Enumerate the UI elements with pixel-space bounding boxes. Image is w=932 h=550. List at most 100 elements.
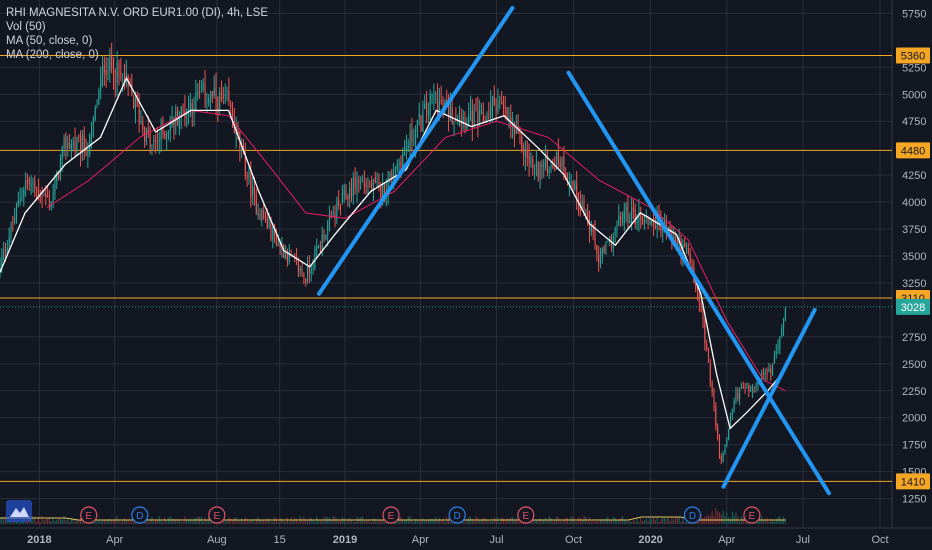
trendlines[interactable] — [317, 6, 831, 496]
candle-body — [255, 194, 257, 215]
candle-body — [550, 166, 552, 168]
volume-bar — [513, 520, 515, 524]
price-axis[interactable]: 1250150017502000225025002750325035003750… — [902, 8, 926, 505]
candle-body — [208, 98, 210, 103]
volume-bar — [61, 519, 63, 524]
volume-bar — [777, 517, 779, 524]
candle-body — [784, 309, 786, 321]
y-tick-label: 2500 — [902, 359, 926, 371]
volume-bar — [160, 520, 162, 524]
volume-bar — [125, 520, 127, 524]
candle-body — [777, 346, 779, 351]
candle-body — [215, 87, 217, 101]
candle-body — [6, 248, 8, 253]
candle-body — [188, 107, 190, 111]
candle-body — [393, 175, 395, 178]
volume-bar — [374, 518, 376, 524]
volume-bar — [175, 518, 177, 524]
volume-bar — [424, 520, 426, 524]
volume-bar — [585, 517, 587, 524]
volume-bar — [36, 521, 38, 524]
candle-body — [405, 147, 407, 149]
candle-body — [770, 368, 772, 374]
volume-legend[interactable]: Vol (50) — [6, 21, 46, 33]
candle-body — [213, 87, 215, 97]
candle-body — [435, 99, 437, 101]
volume-bar — [297, 521, 299, 524]
tradingview-logo[interactable] — [6, 500, 32, 522]
volume-bar — [581, 520, 583, 524]
volume-bar — [30, 519, 32, 524]
volume-bar — [347, 518, 349, 524]
candle-body — [636, 220, 638, 224]
volume-bar — [781, 520, 783, 524]
candle-body — [453, 121, 455, 126]
candles — [0, 42, 786, 465]
candle-body — [620, 216, 622, 221]
candle-body — [700, 303, 702, 311]
level-badge-label: 1410 — [901, 476, 925, 488]
candle-body — [339, 204, 342, 207]
candle-body — [129, 81, 131, 85]
volume-bar — [72, 518, 74, 524]
time-axis[interactable]: 2018 Apr Aug 15 2019 Apr Jul Oct 2020 Apr Jul Oct — [27, 534, 888, 546]
candle-body — [501, 102, 503, 104]
volume-bar — [70, 518, 72, 524]
candle-body — [175, 111, 177, 124]
candle-body — [436, 98, 439, 115]
volume-bar — [204, 517, 206, 524]
ma200-legend[interactable]: MA (200, close, 0) — [6, 49, 99, 61]
candle-body — [687, 248, 689, 253]
candle-body — [301, 269, 303, 275]
volume-bar — [517, 520, 519, 524]
volume-bar — [735, 512, 737, 524]
level-badge-label: 4480 — [901, 145, 925, 157]
candle-body — [63, 137, 65, 149]
ma50-legend[interactable]: MA (50, close, 0) — [6, 35, 93, 47]
volume-bar — [307, 520, 309, 524]
current-price-badge — [896, 298, 930, 315]
volume-bar — [590, 521, 592, 524]
volume-bar — [328, 517, 331, 524]
volume-bar — [263, 520, 265, 524]
volume-bar — [411, 520, 413, 524]
candle-body — [354, 178, 356, 189]
candle-body — [61, 146, 63, 160]
volume-bar — [438, 517, 440, 524]
volume-bar — [429, 519, 431, 524]
candle-body — [737, 393, 739, 399]
candle-body — [107, 72, 109, 74]
candle-body — [651, 219, 653, 224]
candle-body — [332, 212, 334, 215]
volume-bar — [294, 518, 296, 524]
volume-bar — [588, 517, 591, 524]
candle-body — [735, 392, 737, 401]
volume-bar — [279, 517, 281, 524]
candle-body — [202, 82, 204, 90]
volume-bar — [627, 521, 629, 524]
volume-bar — [285, 521, 287, 524]
volume-bar — [565, 517, 567, 524]
volume-bar — [488, 521, 490, 524]
candle-body — [380, 184, 382, 199]
candle-body — [402, 153, 404, 170]
x-tick-label: 2020 — [638, 534, 662, 546]
candle-body — [389, 172, 391, 178]
candle-body — [607, 241, 609, 243]
volume-bar — [189, 518, 191, 524]
candle-body — [327, 222, 329, 235]
volume-bar — [404, 520, 406, 524]
symbol-title[interactable]: RHI MAGNESITA N.V. ORD EUR1.00 (DI), 4h,… — [6, 7, 269, 19]
candle-body — [96, 106, 98, 108]
candle-body — [343, 190, 345, 195]
volume-bar — [640, 518, 642, 524]
horizontal-levels[interactable] — [0, 54, 892, 482]
candle-body — [118, 61, 120, 73]
volume-bar — [272, 521, 274, 524]
current-price-label: 3028 — [901, 302, 925, 314]
y-tick-label: 2750 — [902, 332, 926, 344]
volume-bar — [131, 520, 133, 524]
candle-body — [717, 427, 719, 438]
